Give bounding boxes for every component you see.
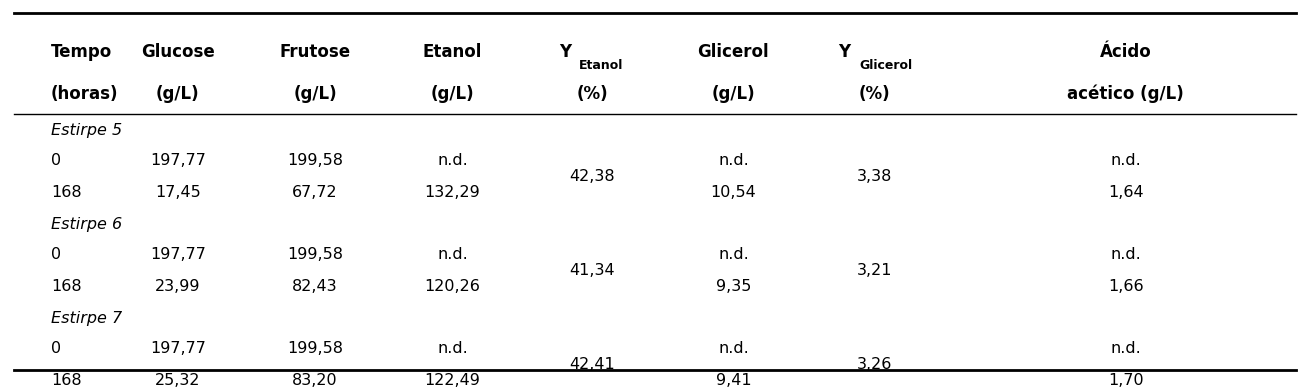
Text: 17,45: 17,45 — [155, 185, 200, 200]
Text: Etanol: Etanol — [579, 59, 624, 72]
Text: Estirpe 7: Estirpe 7 — [51, 311, 122, 326]
Text: 120,26: 120,26 — [424, 279, 481, 294]
Text: 9,41: 9,41 — [715, 373, 751, 388]
Text: (g/L): (g/L) — [156, 85, 199, 103]
Text: n.d.: n.d. — [438, 341, 468, 356]
Text: 168: 168 — [51, 373, 81, 388]
Text: Frutose: Frutose — [279, 43, 351, 61]
Text: n.d.: n.d. — [718, 247, 749, 262]
Text: Y: Y — [838, 43, 850, 61]
Text: Etanol: Etanol — [423, 43, 482, 61]
Text: 67,72: 67,72 — [292, 185, 338, 200]
Text: 1,66: 1,66 — [1108, 279, 1144, 294]
Text: Glucose: Glucose — [141, 43, 215, 61]
Text: (g/L): (g/L) — [431, 85, 474, 103]
Text: n.d.: n.d. — [438, 153, 468, 168]
Text: Tempo: Tempo — [51, 43, 113, 61]
Text: 41,34: 41,34 — [570, 263, 616, 278]
Text: n.d.: n.d. — [718, 153, 749, 168]
Text: 82,43: 82,43 — [292, 279, 338, 294]
Text: 199,58: 199,58 — [287, 247, 343, 262]
Text: 3,38: 3,38 — [857, 169, 892, 184]
Text: 199,58: 199,58 — [287, 341, 343, 356]
Text: 25,32: 25,32 — [155, 373, 200, 388]
Text: 168: 168 — [51, 279, 81, 294]
Text: 3,26: 3,26 — [857, 357, 892, 372]
Text: 83,20: 83,20 — [292, 373, 338, 388]
Text: Ácido: Ácido — [1099, 43, 1151, 61]
Text: n.d.: n.d. — [718, 341, 749, 356]
Text: 9,35: 9,35 — [715, 279, 751, 294]
Text: (%): (%) — [576, 85, 608, 103]
Text: 0: 0 — [51, 153, 62, 168]
Text: n.d.: n.d. — [1110, 341, 1141, 356]
Text: 1,70: 1,70 — [1108, 373, 1144, 388]
Text: n.d.: n.d. — [1110, 153, 1141, 168]
Text: Glicerol: Glicerol — [859, 59, 912, 72]
Text: (g/L): (g/L) — [711, 85, 756, 103]
Text: 3,21: 3,21 — [857, 263, 892, 278]
Text: 1,64: 1,64 — [1108, 185, 1144, 200]
Text: (g/L): (g/L) — [293, 85, 337, 103]
Text: Estirpe 5: Estirpe 5 — [51, 123, 122, 138]
Text: (horas): (horas) — [51, 85, 119, 103]
Text: acético (g/L): acético (g/L) — [1068, 84, 1184, 103]
Text: 197,77: 197,77 — [149, 247, 206, 262]
Text: 42,38: 42,38 — [570, 169, 616, 184]
Text: 132,29: 132,29 — [424, 185, 481, 200]
Text: 197,77: 197,77 — [149, 341, 206, 356]
Text: 122,49: 122,49 — [424, 373, 481, 388]
Text: 23,99: 23,99 — [155, 279, 200, 294]
Text: 168: 168 — [51, 185, 81, 200]
Text: Estirpe 6: Estirpe 6 — [51, 217, 122, 232]
Text: 0: 0 — [51, 341, 62, 356]
Text: (%): (%) — [859, 85, 891, 103]
Text: Y: Y — [559, 43, 571, 61]
Text: n.d.: n.d. — [1110, 247, 1141, 262]
Text: 0: 0 — [51, 247, 62, 262]
Text: n.d.: n.d. — [438, 247, 468, 262]
Text: 10,54: 10,54 — [710, 185, 756, 200]
Text: 199,58: 199,58 — [287, 153, 343, 168]
Text: 197,77: 197,77 — [149, 153, 206, 168]
Text: 42,41: 42,41 — [570, 357, 616, 372]
Text: Glicerol: Glicerol — [698, 43, 769, 61]
